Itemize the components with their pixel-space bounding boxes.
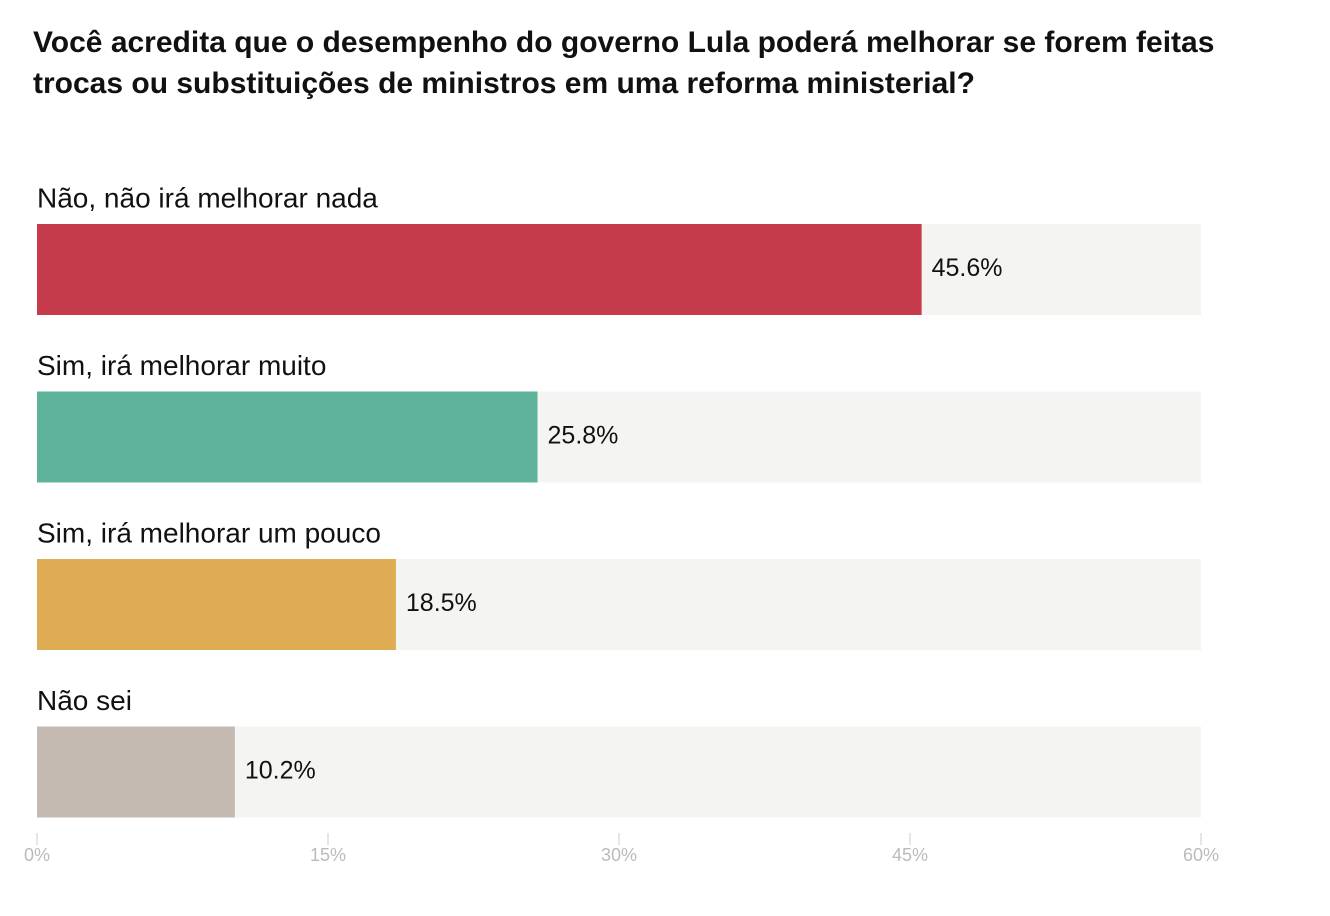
x-tick-label: 60%	[1183, 845, 1219, 865]
value-label: 45.6%	[932, 254, 1003, 282]
bar	[37, 391, 538, 483]
x-tick-label: 45%	[892, 845, 928, 865]
category-label: Não sei	[37, 685, 132, 716]
chart-title: Você acredita que o desempenho do govern…	[33, 26, 1215, 100]
category-label: Não, não irá melhorar nada	[37, 182, 378, 213]
category-label: Sim, irá melhorar muito	[37, 350, 326, 381]
bar	[37, 726, 235, 818]
x-tick-label: 15%	[310, 845, 346, 865]
x-tick-label: 30%	[601, 845, 637, 865]
value-label: 25.8%	[548, 422, 619, 450]
category-label: Sim, irá melhorar um pouco	[37, 517, 381, 548]
x-tick-label: 0%	[24, 845, 50, 865]
value-label: 18.5%	[406, 589, 477, 617]
bar	[37, 224, 922, 315]
bar	[37, 559, 396, 650]
value-label: 10.2%	[245, 757, 316, 785]
